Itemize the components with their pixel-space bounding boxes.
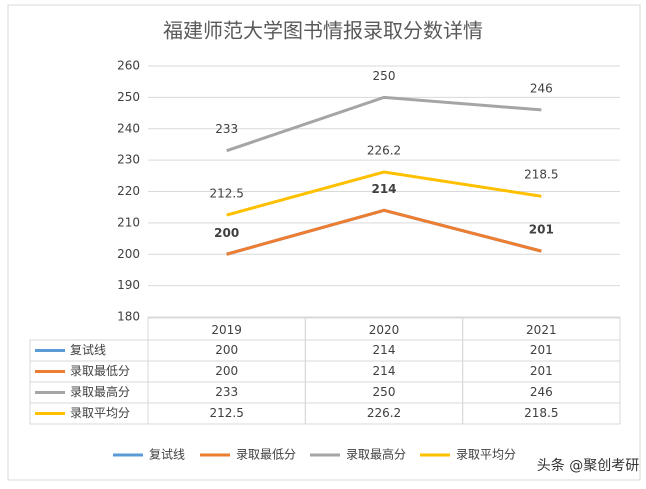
y-tick-label: 250 [117,90,140,104]
legend-label: 录取最高分 [346,447,406,462]
series-line [226,170,542,217]
chart-border [7,4,641,481]
y-tick-label: 200 [117,247,140,261]
table-row-label: 录取最高分 [70,384,130,399]
y-tick-label: 230 [117,153,140,167]
table-value: 201 [530,343,553,357]
data-label: 250 [373,69,396,83]
y-tick-label: 190 [117,278,140,292]
data-label: 212.5 [209,187,243,201]
table-value: 246 [530,385,553,399]
table-value: 250 [373,385,396,399]
table-value: 212.5 [209,406,243,420]
table-value: 200 [215,343,238,357]
y-tick-label: 210 [117,215,140,229]
data-label: 233 [215,122,238,136]
data-label: 226.2 [367,144,401,158]
table-row-label: 复试线 [70,342,106,357]
table-value: 200 [215,364,238,378]
table-value: 201 [530,364,553,378]
data-label: 214 [371,182,396,196]
table-value: 233 [215,385,238,399]
series-line [226,208,542,256]
x-tick-label: 2019 [211,323,242,337]
legend-label: 复试线 [149,447,185,462]
legend-label: 录取最低分 [236,448,296,462]
y-tick-label: 220 [117,184,140,198]
legend-label: 录取平均分 [456,448,516,462]
data-label: 218.5 [524,168,558,182]
y-tick-label: 260 [117,59,140,73]
table-row-label: 录取平均分 [70,406,130,420]
data-label: 201 [529,223,554,237]
table-cell [462,402,621,425]
chart-title: 福建师范大学图书情报录取分数详情 [163,19,483,43]
x-tick-label: 2020 [369,323,400,337]
table-row-label: 录取最低分 [70,364,130,378]
watermark: 头条 @聚创考研 [537,457,639,474]
table-value: 218.5 [524,406,558,420]
data-label: 246 [530,81,553,95]
series-line [226,95,542,153]
x-tick-label: 2021 [526,323,557,337]
table-value: 226.2 [367,406,401,420]
table-value: 214 [373,343,396,357]
table-value: 214 [373,364,396,378]
y-tick-label: 180 [117,310,140,324]
data-label: 200 [214,226,239,240]
y-tick-label: 240 [117,121,140,135]
